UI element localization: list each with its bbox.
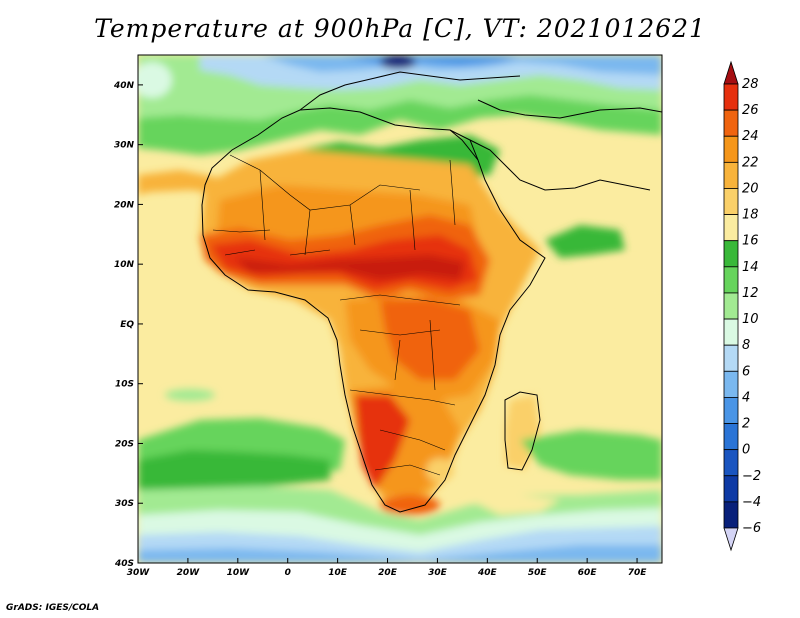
lat-tick-label: 40S (114, 559, 134, 569)
temperature-field (138, 55, 662, 563)
lat-axis: 40N 30N 20N 10N EQ 10S 20S 30S 40S (113, 81, 143, 569)
colorbar-segment (723, 266, 739, 294)
colorbar-segment (723, 161, 739, 189)
map-title: Temperature at 900hPa [C], VT: 202101262… (94, 14, 706, 43)
colorbar-segment (723, 475, 739, 503)
colorbar-segment (723, 397, 739, 424)
credit-text: GrADS: IGES/COLA (6, 603, 100, 613)
colorbar-label: 18 (742, 208, 759, 223)
colorbar-segment (723, 83, 739, 111)
colorbar-segment (723, 188, 739, 215)
lon-tick-label: 20E (378, 568, 398, 578)
lon-tick-label: 60E (578, 568, 598, 578)
colorbar-label: 22 (742, 155, 759, 170)
colorbar-label: 2 (742, 417, 750, 432)
colorbar-label: 6 (742, 364, 750, 379)
map-plot-area (138, 55, 662, 563)
lon-tick-label: 10W (227, 568, 251, 578)
colorbar-segment (723, 109, 739, 137)
colorbar-label: 12 (742, 286, 759, 301)
colorbar-segment (723, 449, 739, 477)
lon-tick-label: 70E (628, 568, 648, 578)
colorbar-label: 4 (742, 390, 750, 405)
colorbar-label: −4 (742, 495, 761, 510)
lon-tick-label: 30E (428, 568, 448, 578)
lat-tick-label: 30N (114, 141, 135, 151)
lat-tick-label: 20S (115, 439, 134, 449)
coastlines (201, 71, 662, 513)
colorbar-label: 24 (742, 129, 759, 144)
colorbar-segment (723, 135, 739, 163)
colorbar-label: 26 (742, 103, 759, 118)
colorbar-label: 20 (742, 181, 759, 196)
colorbar-segment (723, 214, 739, 242)
colorbar-segment (723, 240, 739, 268)
lon-axis: 30W 20W 10W 0 10E 20E 30E 40E 50E 60E 70E (127, 558, 647, 578)
colorbar-label: −2 (742, 469, 761, 484)
colorbar-label: 0 (742, 443, 750, 458)
lon-tick-label: 40E (477, 568, 498, 578)
colorbar-label: 8 (742, 338, 750, 353)
country-borders (212, 154, 461, 476)
colorbar-segment (723, 370, 739, 398)
colorbar-segment (723, 501, 739, 529)
colorbar-top-extend (723, 60, 739, 85)
colorbar-segment (723, 344, 739, 372)
colorbar-label: 14 (742, 260, 759, 275)
lon-tick-label: 10E (328, 568, 348, 578)
lon-tick-label: 20W (177, 568, 201, 578)
colorbar-label: 10 (742, 312, 759, 327)
colorbar-segment (723, 292, 739, 320)
lon-tick-label: 0 (285, 568, 291, 578)
lat-tick-label: EQ (120, 320, 134, 330)
plot-frame (137, 54, 663, 564)
colorbar-bottom-extend (723, 527, 739, 552)
colorbar-label: 28 (742, 77, 759, 92)
lat-tick-label: 40N (113, 81, 135, 91)
lat-tick-label: 30S (115, 499, 134, 509)
lat-tick-label: 10S (115, 380, 134, 390)
colorbar-label: −6 (742, 521, 761, 536)
colorbar-label: 16 (742, 234, 759, 249)
lon-tick-label: 30W (127, 568, 151, 578)
colorbar-segment (723, 318, 739, 346)
lat-tick-label: 10N (114, 260, 135, 270)
colorbar-segment (723, 423, 739, 451)
lat-tick-label: 20N (114, 200, 135, 210)
lon-tick-label: 50E (528, 568, 548, 578)
